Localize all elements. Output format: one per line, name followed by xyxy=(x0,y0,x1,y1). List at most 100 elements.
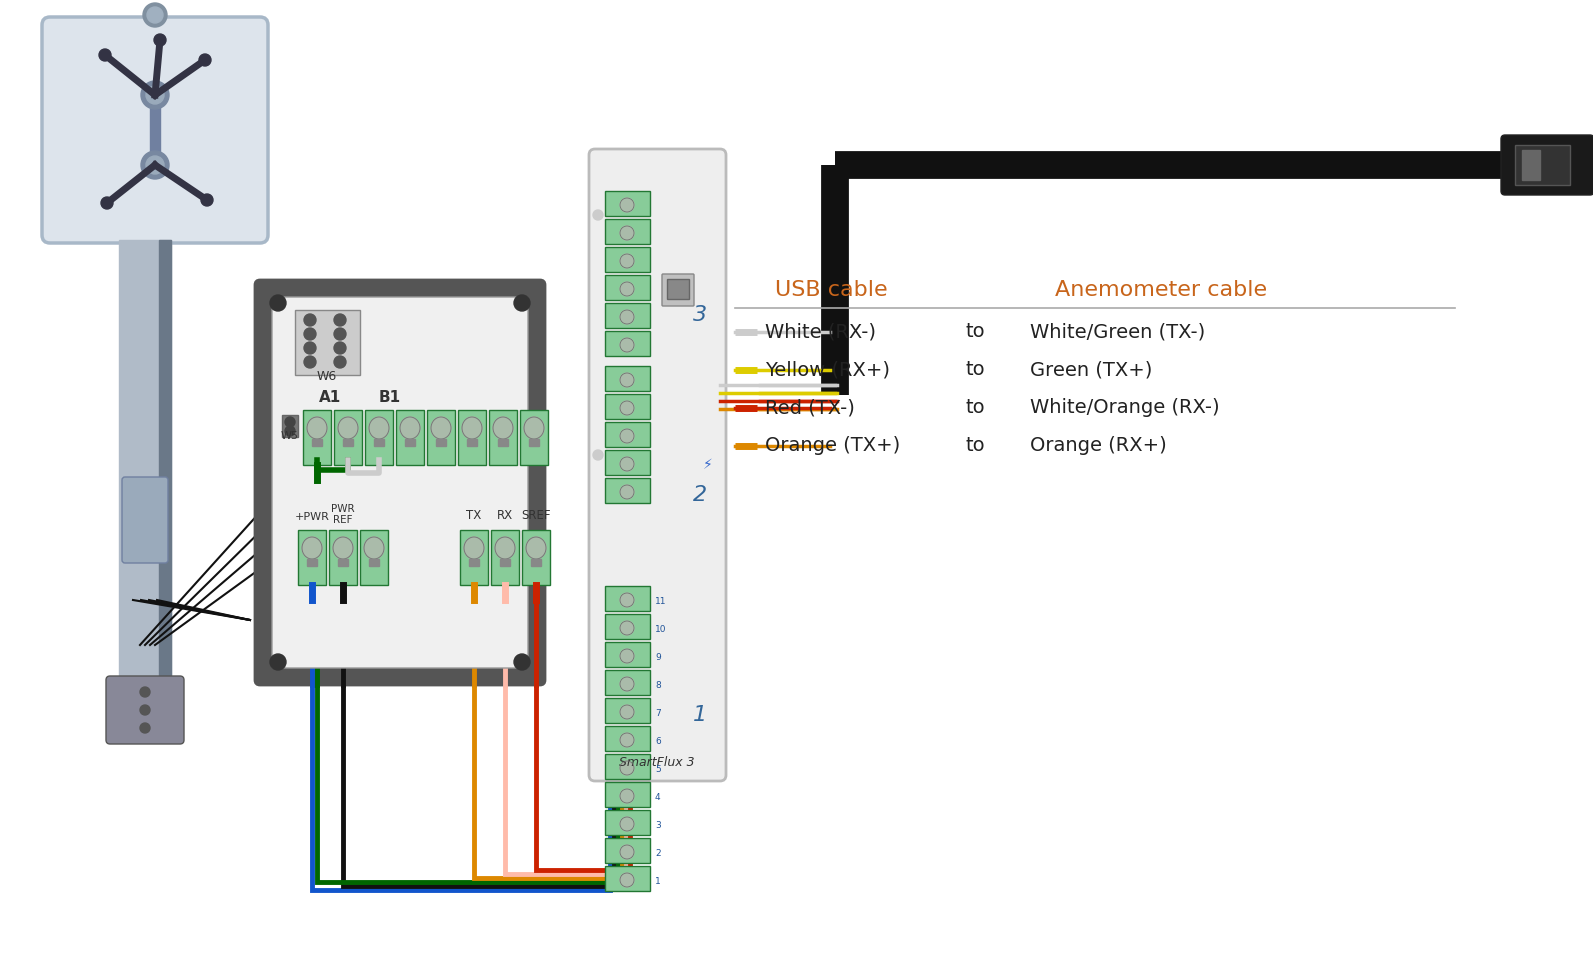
Circle shape xyxy=(335,314,346,326)
Ellipse shape xyxy=(370,417,389,439)
Bar xyxy=(1521,150,1540,180)
FancyBboxPatch shape xyxy=(1501,135,1593,195)
Text: 1: 1 xyxy=(655,877,661,885)
Bar xyxy=(312,439,322,446)
Circle shape xyxy=(142,151,169,179)
Bar xyxy=(605,726,650,751)
Bar xyxy=(1515,145,1571,185)
Ellipse shape xyxy=(620,282,634,296)
Bar xyxy=(489,410,518,465)
Bar xyxy=(605,219,650,244)
Circle shape xyxy=(147,156,164,174)
Circle shape xyxy=(593,210,604,220)
Ellipse shape xyxy=(363,537,384,559)
Bar xyxy=(605,614,650,639)
Bar xyxy=(491,530,519,585)
Circle shape xyxy=(99,49,112,61)
Ellipse shape xyxy=(620,310,634,324)
Circle shape xyxy=(593,450,604,460)
Circle shape xyxy=(201,194,213,206)
Bar xyxy=(605,394,650,419)
Text: 3: 3 xyxy=(655,820,661,830)
Bar xyxy=(427,410,456,465)
Ellipse shape xyxy=(303,537,322,559)
Text: Yellow (RX+): Yellow (RX+) xyxy=(765,360,890,379)
Ellipse shape xyxy=(620,226,634,240)
Ellipse shape xyxy=(333,537,354,559)
Bar xyxy=(605,366,650,391)
Bar xyxy=(150,90,159,170)
Text: to: to xyxy=(965,360,984,379)
Bar xyxy=(500,559,510,566)
Bar xyxy=(667,279,690,299)
Text: SREF: SREF xyxy=(521,509,551,522)
Circle shape xyxy=(589,207,605,223)
Text: Orange (RX+): Orange (RX+) xyxy=(1031,436,1166,455)
Ellipse shape xyxy=(462,417,483,439)
Bar xyxy=(605,754,650,779)
Ellipse shape xyxy=(620,593,634,607)
Circle shape xyxy=(515,295,530,311)
Circle shape xyxy=(515,654,530,670)
Ellipse shape xyxy=(620,761,634,775)
Circle shape xyxy=(269,295,287,311)
Circle shape xyxy=(155,34,166,46)
Ellipse shape xyxy=(620,621,634,635)
Text: 3: 3 xyxy=(693,305,707,325)
Bar xyxy=(605,191,650,216)
Ellipse shape xyxy=(620,429,634,443)
FancyBboxPatch shape xyxy=(107,676,185,744)
Bar xyxy=(370,559,379,566)
Bar xyxy=(397,410,424,465)
FancyBboxPatch shape xyxy=(123,477,167,563)
Circle shape xyxy=(269,654,287,670)
Text: 1: 1 xyxy=(693,705,707,725)
Text: Orange (TX+): Orange (TX+) xyxy=(765,436,900,455)
Bar xyxy=(499,439,508,446)
Text: W6: W6 xyxy=(317,370,338,383)
Text: 2: 2 xyxy=(693,485,707,505)
Bar xyxy=(605,782,650,807)
Text: PWR: PWR xyxy=(331,504,355,514)
Circle shape xyxy=(335,356,346,368)
Circle shape xyxy=(140,687,150,697)
Ellipse shape xyxy=(524,417,543,439)
Text: Anemometer cable: Anemometer cable xyxy=(1055,280,1266,300)
Bar xyxy=(605,331,650,356)
Ellipse shape xyxy=(620,845,634,859)
Circle shape xyxy=(304,328,315,340)
Bar xyxy=(436,439,446,446)
Text: 4: 4 xyxy=(655,793,661,801)
Ellipse shape xyxy=(432,417,451,439)
Text: USB cable: USB cable xyxy=(776,280,887,300)
Circle shape xyxy=(285,417,295,427)
Circle shape xyxy=(589,447,605,463)
Bar xyxy=(605,478,650,503)
Ellipse shape xyxy=(620,373,634,387)
Bar xyxy=(605,450,650,475)
Bar xyxy=(605,422,650,447)
Text: 8: 8 xyxy=(655,681,661,689)
Text: 11: 11 xyxy=(655,597,666,605)
Bar xyxy=(335,410,362,465)
Ellipse shape xyxy=(620,817,634,831)
Circle shape xyxy=(100,197,113,209)
Ellipse shape xyxy=(620,705,634,719)
Circle shape xyxy=(304,314,315,326)
Ellipse shape xyxy=(620,401,634,415)
Text: to: to xyxy=(965,436,984,455)
Circle shape xyxy=(285,426,295,436)
Text: REF: REF xyxy=(333,515,352,525)
Text: 9: 9 xyxy=(655,653,661,662)
Bar xyxy=(605,642,650,667)
Text: Green (TX+): Green (TX+) xyxy=(1031,360,1152,379)
Text: to: to xyxy=(965,322,984,341)
Ellipse shape xyxy=(620,873,634,887)
Bar xyxy=(342,439,354,446)
Ellipse shape xyxy=(492,417,513,439)
Bar xyxy=(374,439,384,446)
Circle shape xyxy=(143,3,167,27)
Bar xyxy=(519,410,548,465)
Bar xyxy=(360,530,389,585)
Bar xyxy=(605,670,650,695)
